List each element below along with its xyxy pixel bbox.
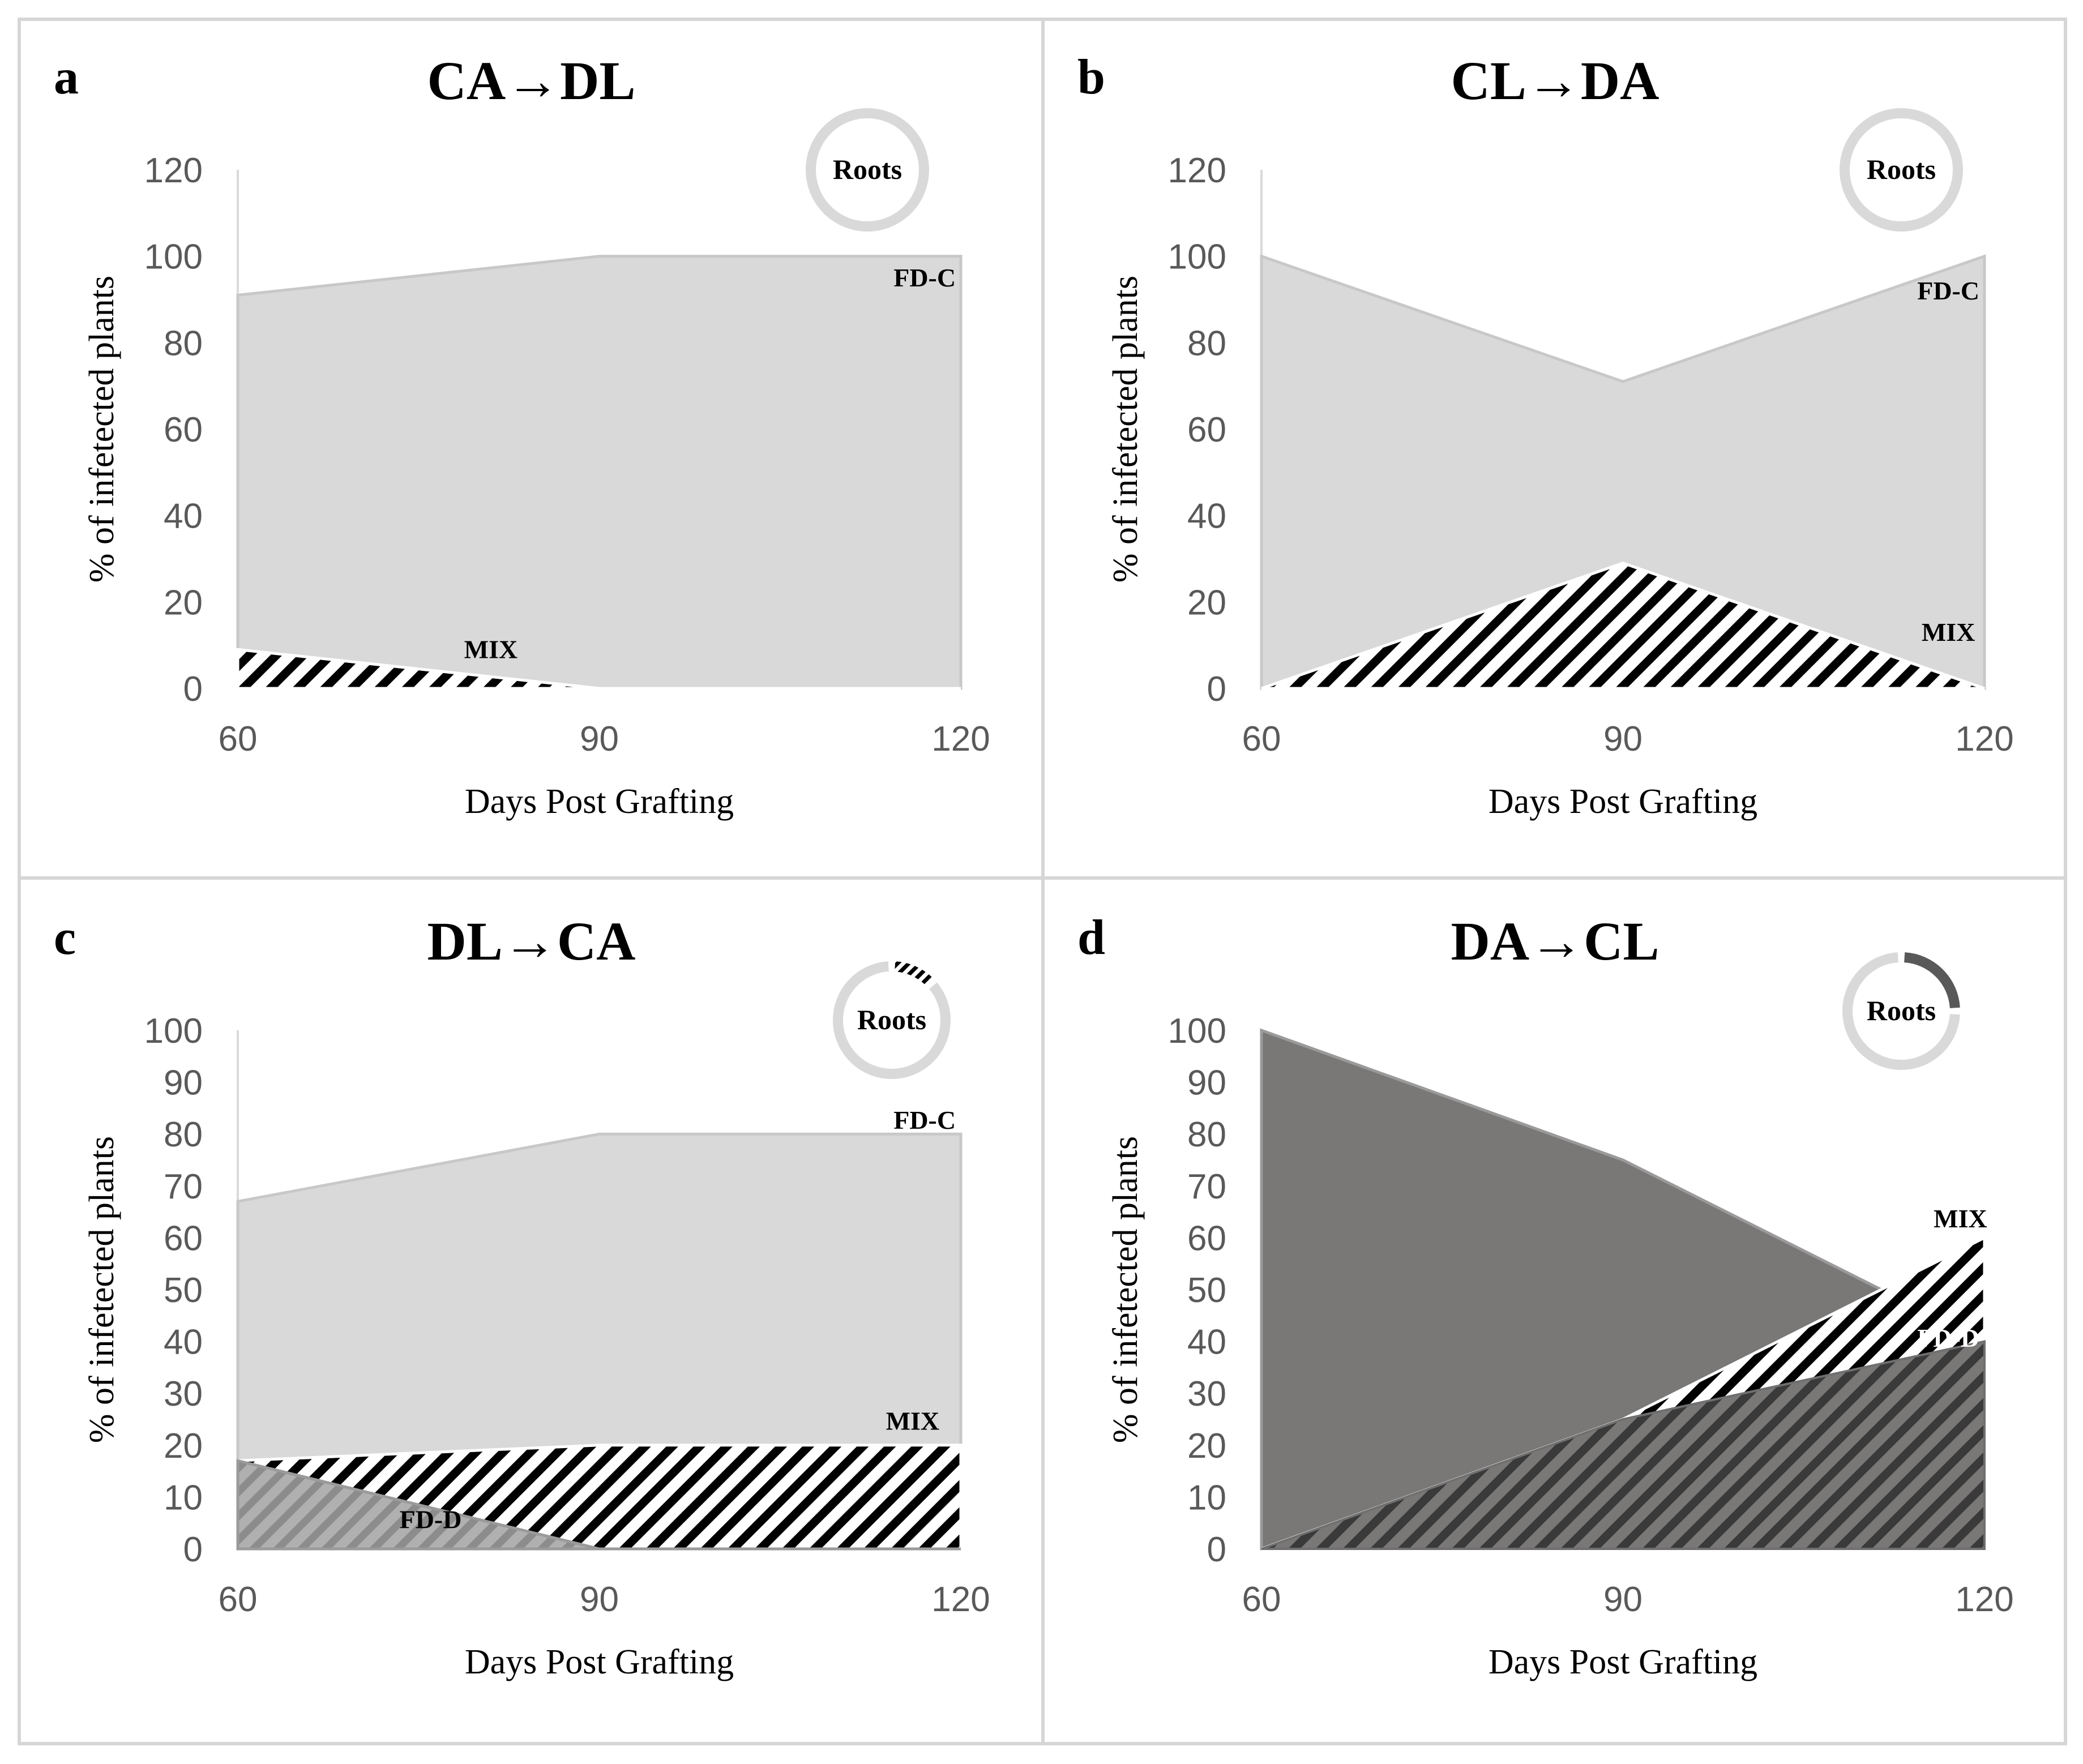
panel-letter: a: [54, 50, 79, 105]
series-area-fd-d: [236, 1459, 961, 1551]
y-tick-label: 90: [1187, 1064, 1226, 1103]
x-tick-label: 90: [580, 1580, 619, 1619]
panel-a: a CA→DL 0 20 40 60 80 100 120 60 90 120 Days Post Gr…: [54, 50, 990, 821]
series-label: FD-D: [1917, 1324, 1979, 1352]
y-tick-label: 0: [183, 1530, 203, 1569]
series-area-mix: [1261, 561, 1985, 690]
chart-title: CL→DA: [1451, 50, 1659, 111]
roots-donut-segment: [1840, 108, 1963, 232]
y-tick-label: 60: [1187, 1219, 1226, 1258]
chart-title: DL→CA: [427, 911, 635, 971]
series-label: MIX: [464, 635, 518, 664]
y-tick-label: 100: [1168, 1012, 1226, 1051]
y-tick-label: 70: [1187, 1167, 1226, 1206]
y-axis-label: % of infetected plants: [83, 1136, 121, 1443]
y-tick-label: 40: [164, 1323, 203, 1362]
x-axis-label: Days Post Grafting: [465, 782, 734, 821]
x-tick-label: 60: [219, 1580, 258, 1619]
y-tick-label: 70: [164, 1167, 203, 1206]
roots-donut-segment: [1904, 952, 1960, 1009]
y-tick-label: 50: [1187, 1271, 1226, 1310]
x-tick-label: 120: [1955, 720, 2013, 759]
y-tick-label: 120: [1168, 151, 1226, 190]
roots-label: Roots: [1867, 995, 1936, 1026]
x-tick-label: 90: [1603, 720, 1643, 759]
panel-letter: d: [1077, 910, 1105, 965]
y-tick-label: 60: [1187, 410, 1226, 449]
y-axis-label: % of infetected plants: [1106, 276, 1145, 583]
roots-label: Roots: [857, 1004, 926, 1035]
y-tick-label: 80: [1187, 324, 1226, 363]
y-tick-label: 50: [164, 1271, 203, 1310]
y-tick-label: 40: [1187, 1323, 1226, 1362]
x-tick-label: 60: [1242, 720, 1281, 759]
series-label: MIX: [886, 1406, 940, 1435]
x-tick-label: 90: [1603, 1580, 1643, 1619]
y-tick-label: 10: [1187, 1478, 1226, 1517]
series-area-mix: [236, 648, 961, 690]
roots-label: Roots: [833, 153, 902, 185]
x-tick-label: 120: [1955, 1580, 2013, 1619]
panel-d: d DA→CL 0 10 20 30 40 50 60 70 80 90 100 60 90 120 Days …: [1077, 910, 2014, 1681]
y-tick-label: 20: [1187, 1427, 1226, 1466]
y-tick-label: 120: [144, 151, 203, 190]
y-tick-label: 80: [164, 1115, 203, 1154]
y-tick-label: 20: [164, 583, 203, 622]
y-tick-label: 30: [1187, 1375, 1226, 1414]
panel-letter: c: [54, 910, 76, 965]
y-tick-label: 100: [1168, 238, 1226, 277]
series-label: MIX: [1922, 618, 1975, 646]
y-tick-label: 10: [164, 1478, 203, 1517]
panel-letter: b: [1077, 50, 1105, 105]
roots-donut-segment: [1842, 952, 1960, 1070]
series-area-fd-c: [236, 255, 963, 690]
y-tick-label: 30: [164, 1375, 203, 1414]
x-axis-label: Days Post Grafting: [465, 1643, 734, 1681]
y-tick-label: 100: [144, 238, 203, 277]
y-tick-label: 40: [164, 497, 203, 536]
y-tick-label: 40: [1187, 497, 1226, 536]
x-axis-label: Days Post Grafting: [1489, 782, 1757, 821]
y-axis-label: % of infetected plants: [1106, 1136, 1145, 1443]
x-tick-label: 60: [219, 720, 258, 759]
roots-label: Roots: [1867, 153, 1936, 185]
series-label: FD-C: [1917, 276, 1979, 305]
y-tick-label: 60: [164, 1219, 203, 1258]
chart-title: DA→CL: [1451, 911, 1659, 971]
series-label: MIX: [1934, 1204, 1987, 1233]
series-area-overlap: [1261, 1340, 1986, 1550]
y-tick-label: 80: [1187, 1115, 1226, 1154]
x-tick-label: 120: [931, 1580, 990, 1619]
y-tick-label: 100: [144, 1012, 203, 1051]
series-label: FD-D: [400, 1505, 462, 1534]
y-axis-label: % of infetected plants: [83, 276, 121, 583]
x-tick-label: 120: [931, 720, 990, 759]
panel-c: c DL→CA 0 10 20 30 40 50 60 70 80 90 100 60 90 120 Days …: [54, 910, 990, 1681]
x-axis-label: Days Post Grafting: [1489, 1643, 1757, 1681]
y-tick-label: 0: [1207, 1530, 1226, 1569]
y-tick-label: 20: [164, 1427, 203, 1466]
panel-b: b CL→DA 0 20 40 60 80 100 120 60 90 120 Days Post Gr…: [1077, 50, 2014, 821]
series-label: FD-C: [893, 1106, 956, 1134]
y-tick-label: 60: [164, 410, 203, 449]
y-tick-label: 0: [1207, 670, 1226, 709]
roots-donut-segment: [894, 961, 933, 985]
roots-donut-segment: [833, 961, 951, 1079]
chart-title: CA→DL: [427, 50, 635, 111]
y-tick-label: 80: [164, 324, 203, 363]
roots-donut-segment: [806, 108, 929, 232]
series-label: FD-C: [893, 263, 956, 292]
x-tick-label: 60: [1242, 1580, 1281, 1619]
y-tick-label: 90: [164, 1064, 203, 1103]
y-tick-label: 20: [1187, 583, 1226, 622]
x-tick-label: 90: [580, 720, 619, 759]
y-tick-label: 0: [183, 670, 203, 709]
